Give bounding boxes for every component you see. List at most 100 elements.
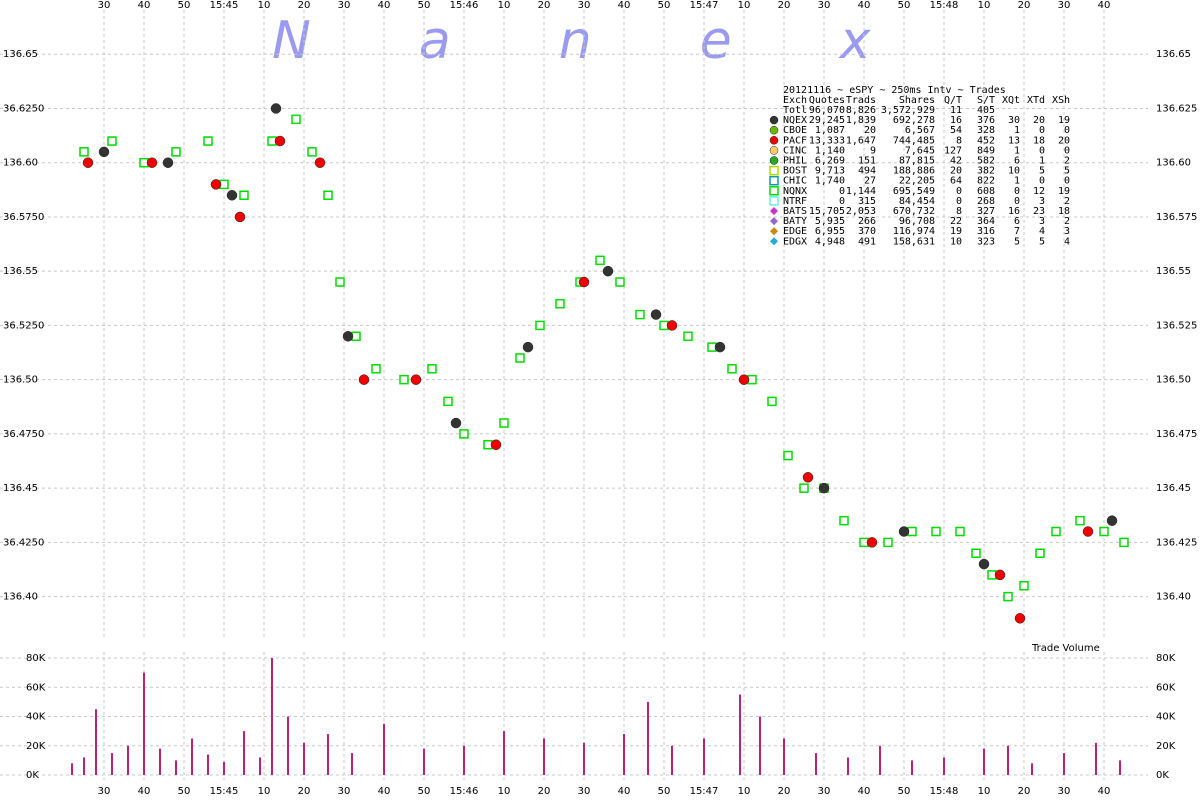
trade-point: [898, 526, 910, 537]
legend-cell: 266: [858, 216, 876, 227]
trade-point: [490, 439, 502, 450]
volume-bar: [423, 748, 425, 775]
x-tick-label: 15:48: [930, 786, 959, 797]
legend-cell: 18: [1058, 206, 1070, 217]
legend-cell: 0: [1039, 176, 1045, 187]
y-tick-label: 136.60: [3, 158, 38, 169]
trade-point: [307, 147, 317, 157]
x-tick-label: 20: [778, 786, 791, 797]
legend-cell: 382: [977, 166, 995, 177]
x-tick-label: 40: [378, 0, 391, 11]
trade-point: [714, 341, 726, 353]
legend-cell: 64: [950, 176, 962, 187]
legend-symbol: [769, 196, 779, 206]
legend-cell: 2,053: [846, 206, 876, 217]
legend-cell: 3: [1039, 216, 1045, 227]
legend-cell: NTRF: [783, 196, 807, 207]
x-tick-label: 30: [818, 786, 831, 797]
legend-cell: 23: [1033, 206, 1045, 217]
y-tick-label: 136.45: [3, 483, 38, 494]
legend-cell: 670,732: [893, 206, 935, 217]
x-tick-label: 30: [338, 786, 351, 797]
volume-bar: [703, 738, 705, 775]
legend-cell: 10: [950, 236, 962, 247]
trade-point: [727, 364, 737, 374]
legend-symbol: [769, 146, 779, 155]
legend-cell: 20: [1058, 135, 1070, 146]
volume-bar: [207, 754, 209, 775]
volume-bar: [191, 738, 193, 775]
legend-cell: Totl: [783, 105, 807, 116]
x-tick-label: 10: [978, 0, 991, 11]
y-tick-label: 136.40: [1156, 592, 1191, 603]
x-tick-label: 15:45: [210, 786, 239, 797]
trade-point: [1075, 515, 1085, 526]
volume-bar: [327, 734, 329, 775]
legend-cell: 376: [977, 115, 995, 126]
trade-point: [210, 179, 222, 190]
legend-cell: 16: [950, 115, 962, 126]
y-tick-label: 136.45: [1156, 483, 1191, 494]
volume-bar: [259, 757, 261, 775]
x-tick-label: 30: [338, 0, 351, 11]
x-tick-label: 30: [578, 0, 591, 11]
legend-cell: 695,549: [893, 186, 935, 197]
legend-cell: 15,705: [809, 206, 845, 217]
x-tick-label: 40: [1098, 0, 1111, 11]
legend-cell: 20: [864, 125, 876, 136]
volume-bar: [671, 745, 673, 775]
legend-cell: 6,269: [815, 156, 845, 167]
volume-bar: [647, 701, 649, 775]
trade-point: [955, 526, 965, 537]
trade-point: [450, 417, 462, 429]
legend-cell: 54: [950, 125, 962, 136]
y-tick-label: 80K: [1156, 653, 1176, 664]
volume-bar: [1119, 760, 1121, 775]
trade-point: [342, 331, 354, 342]
legend-cell: 315: [858, 196, 876, 207]
legend-symbol: [769, 115, 779, 125]
y-tick-label: 136.425: [1156, 537, 1197, 548]
trade-point: [171, 147, 181, 157]
legend-cell: 188,886: [893, 166, 935, 177]
legend-cell: 2: [1064, 196, 1070, 207]
y-tick-label: 20K: [26, 741, 46, 752]
trade-point: [399, 374, 409, 385]
y-tick-label: 136.50: [1156, 375, 1191, 386]
trade-point: [615, 277, 625, 287]
legend-cell: CHIC: [783, 176, 807, 187]
y-tick-label: 36.4250: [3, 537, 44, 548]
trade-point: [459, 429, 469, 439]
legend-cell: 10: [1008, 166, 1020, 177]
legend-symbol: [770, 217, 778, 226]
x-tick-label: 15:46: [450, 0, 479, 11]
volume-bar: [583, 742, 585, 775]
legend-cell: 0: [1064, 176, 1070, 187]
volume-bar: [351, 753, 353, 775]
y-tick-label: 36.5750: [3, 212, 44, 223]
x-tick-label: 30: [98, 0, 111, 11]
trade-point: [1014, 613, 1026, 624]
volume-bar: [271, 658, 273, 775]
volume-bar: [383, 723, 385, 775]
trade-point: [410, 374, 422, 385]
legend-cell: 323: [977, 236, 995, 247]
volume-bar: [223, 761, 225, 775]
trade-point: [1106, 515, 1118, 526]
volume-bar: [1095, 742, 1097, 775]
trade-point: [291, 114, 301, 125]
chart-title: 20121116 ~ eSPY ~ 250ms Intv ~ Trades: [783, 85, 1006, 96]
legend-cell: 0: [1064, 145, 1070, 156]
legend-cell: 22,205: [899, 176, 935, 187]
y-tick-label: 20K: [1156, 741, 1176, 752]
y-tick-label: 136.40: [3, 592, 38, 603]
volume-bar: [287, 716, 289, 775]
legend-cell: 0: [1064, 125, 1070, 136]
volume-bar: [71, 763, 73, 775]
trade-point: [270, 103, 282, 114]
legend-cell: 1,647: [846, 135, 876, 146]
legend-cell: 1,087: [815, 125, 845, 136]
legend-cell: EDGX: [783, 236, 807, 247]
trade-point: [443, 396, 453, 407]
trade-point: [1019, 581, 1029, 591]
